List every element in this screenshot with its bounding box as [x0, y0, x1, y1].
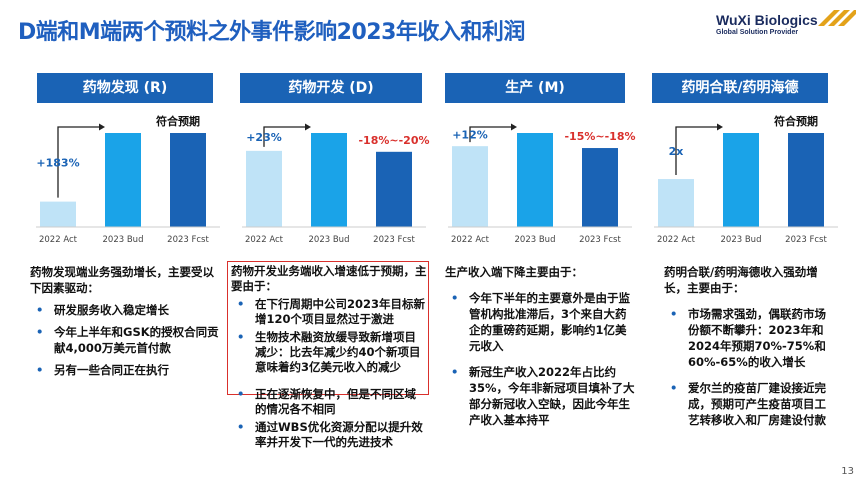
tick-label: 2023 Bud: [309, 235, 350, 245]
bar-2022-act: [452, 146, 488, 227]
decline-label: -18%~-20%: [358, 134, 429, 147]
intro-adc: 药明合联/药明海德收入强劲增长，主要由于：: [664, 265, 818, 295]
growth-label: 2x: [669, 145, 684, 158]
bullet-discovery-1: 研发服务收入稳定增长: [30, 302, 220, 318]
page-title: D端和M端两个预料之外事件影响2023年收入和利润: [18, 20, 525, 45]
bullet-manufacturing-1: 今年下半年的主要意外是由于监管机构批准滞后，3个来自大药企的重磅药延期，影响约1…: [445, 290, 637, 354]
growth-arrow: [469, 126, 513, 143]
chart-svg: 2022 Act 2023 Bud 2023 Fcst +12% -15%~-18%: [448, 123, 636, 245]
text-manufacturing: 生产收入端下降主要由于： 今年下半年的主要意外是由于监管机构批准滞后，3个来自大…: [445, 264, 637, 428]
text-discovery: 药物发现端业务强劲增长，主要受以下因素驱动： 研发服务收入稳定增长 今年上半年和…: [30, 264, 220, 378]
bar-2023-bud: [517, 133, 553, 227]
bullet-development-2: 生物技术融资放缓导致新增项目减少：比去年减少约40个新项目意味着约3亿美元收入的…: [231, 330, 427, 375]
bar-2023-bud: [105, 133, 141, 227]
bar-2023-fcst: [376, 151, 412, 227]
growth-arrow: [263, 126, 307, 147]
header-development: 药物开发 (D): [240, 73, 422, 103]
header-discovery: 药物发现 (R): [37, 73, 213, 103]
bullet-development-1: 在下行周期中公司2023年目标新增120个项目显然过于激进: [231, 297, 427, 327]
intro-manufacturing: 生产收入端下降主要由于：: [445, 265, 583, 279]
intro-development: 药物开发业务端收入增速低于预期，主要由于：: [231, 264, 427, 293]
bullet-development-4: 通过WBS优化资源分配以提升效率并开发下一代的先进技术: [231, 420, 427, 450]
logo-main-text: WuXi Biologics: [716, 12, 818, 28]
bar-2023-bud: [723, 133, 759, 227]
logo-sub-text: Global Solution Provider: [716, 29, 799, 36]
chart-discovery: 2022 Act 2023 Bud 2023 Fcst +183% 符合预期: [28, 103, 228, 253]
arrow-head-icon: [717, 123, 723, 131]
bullet-discovery-3: 另有一些合同正在执行: [30, 362, 220, 378]
bullet-manufacturing-2: 新冠生产收入2022年占比约35%，今年非新冠项目填补了大部分新冠收入空缺，因此…: [445, 364, 637, 428]
chart-svg: 2022 Act 2023 Bud 2023 Fcst +23% -18%~-20%: [242, 123, 430, 245]
chart-development: 2022 Act 2023 Bud 2023 Fcst +23% -18%~-20%: [234, 103, 434, 253]
chart-svg: 2022 Act 2023 Bud 2023 Fcst 2x 符合预期: [654, 114, 838, 245]
arrow-head-icon: [99, 123, 105, 131]
tick-label: 2023 Bud: [721, 235, 762, 245]
header-manufacturing: 生产 (M): [445, 73, 625, 103]
page-number: 13: [841, 466, 854, 477]
header-adc: 药明合联/药明海德: [652, 73, 828, 103]
tick-label: 2023 Fcst: [785, 235, 827, 245]
tick-label: 2022 Act: [245, 235, 284, 245]
tick-label: 2023 Fcst: [373, 235, 415, 245]
growth-label: +23%: [246, 131, 282, 144]
on-target-label: 符合预期: [156, 114, 200, 128]
bar-2022-act: [40, 201, 76, 227]
decline-label: -15%~-18%: [564, 130, 635, 143]
tick-label: 2022 Act: [39, 235, 78, 245]
growth-label: +183%: [36, 156, 79, 169]
chart-manufacturing: 2022 Act 2023 Bud 2023 Fcst +12% -15%~-18%: [440, 103, 640, 253]
bar-2022-act: [658, 179, 694, 227]
tick-label: 2022 Act: [657, 235, 696, 245]
bar-2023-bud: [311, 133, 347, 227]
bar-2023-fcst: [788, 133, 824, 227]
company-logo: WuXi Biologics Global Solution Provider: [716, 8, 856, 42]
bullet-discovery-2: 今年上半年和GSK的授权合同贡献4,000万美元首付款: [30, 324, 220, 356]
bar-2023-fcst: [582, 148, 618, 227]
text-adc: 药明合联/药明海德收入强劲增长，主要由于： 市场需求强劲，偶联药市场份额不断攀升…: [664, 264, 834, 428]
text-development: 药物开发业务端收入增速低于预期，主要由于： 在下行周期中公司2023年目标新增1…: [231, 264, 427, 450]
intro-discovery: 药物发现端业务强劲增长，主要受以下因素驱动：: [30, 265, 214, 295]
bullet-adc-2: 爱尔兰的疫苗厂建设接近完成，预期可产生疫苗项目工艺转移收入和厂房建设付款: [664, 380, 834, 428]
chart-svg: 2022 Act 2023 Bud 2023 Fcst +183% 符合预期: [36, 114, 220, 245]
tick-label: 2023 Fcst: [579, 235, 621, 245]
on-target-label: 符合预期: [774, 114, 818, 128]
bullet-adc-1: 市场需求强劲，偶联药市场份额不断攀升：2023年和2024年预期70%-75%和…: [664, 306, 834, 370]
logo-stripes-icon: [818, 10, 856, 26]
arrow-head-icon: [305, 123, 311, 131]
tick-label: 2023 Fcst: [167, 235, 209, 245]
arrow-head-icon: [511, 123, 517, 131]
tick-label: 2023 Bud: [515, 235, 556, 245]
tick-label: 2022 Act: [451, 235, 490, 245]
bar-2022-act: [246, 150, 282, 227]
chart-adc: 2022 Act 2023 Bud 2023 Fcst 2x 符合预期: [646, 103, 846, 253]
growth-arrow: [675, 126, 719, 176]
bullet-development-3: 正在逐渐恢复中，但是不同区域的情况各不相同: [231, 387, 427, 417]
growth-label: +12%: [452, 129, 488, 142]
tick-label: 2023 Bud: [103, 235, 144, 245]
bar-2023-fcst: [170, 133, 206, 227]
growth-arrow: [57, 126, 101, 198]
